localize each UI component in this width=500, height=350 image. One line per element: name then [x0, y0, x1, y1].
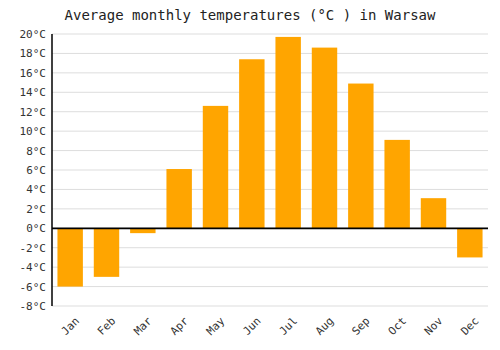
y-tick-label: 10°C: [20, 125, 47, 138]
grid-line: [52, 92, 488, 93]
grid-line: [52, 72, 488, 73]
grid-line: [52, 53, 488, 54]
bar: [166, 169, 191, 228]
y-tick-label: 4°C: [26, 183, 46, 196]
y-tick-label: 2°C: [26, 203, 46, 216]
chart: Average monthly temperatures (°C ) in Wa…: [0, 0, 500, 350]
bar: [275, 37, 300, 228]
title: Average monthly temperatures (°C ) in Wa…: [65, 7, 436, 23]
y-tick-label: -4°C: [20, 261, 47, 274]
x-tick-label: Jun: [240, 315, 263, 338]
y-tick-label: 6°C: [26, 164, 46, 177]
bar: [312, 48, 337, 229]
grid-line: [52, 170, 488, 171]
bar: [94, 228, 119, 277]
grid-line: [52, 111, 488, 112]
bars: [57, 37, 482, 287]
x-tick-label: Feb: [95, 315, 118, 338]
y-axis-line: [51, 34, 53, 306]
x-tick-label: Jul: [277, 315, 300, 338]
grid-line: [52, 150, 488, 151]
x-tick-label: Dec: [458, 315, 481, 338]
bar: [384, 140, 409, 228]
y-tick-label: 14°C: [20, 86, 47, 99]
y-tick-label: -6°C: [20, 281, 47, 294]
y-tick-label: 20°C: [20, 28, 47, 41]
grid-line: [52, 131, 488, 132]
x-tick-label: Sep: [349, 315, 372, 338]
x-tick-label: Nov: [422, 314, 446, 338]
grid-line: [52, 286, 488, 287]
y-tick-label: -2°C: [20, 242, 47, 255]
zero-line: [52, 227, 488, 229]
bar: [348, 84, 373, 229]
x-tick-label: Apr: [168, 314, 192, 338]
x-tick-label: Aug: [313, 315, 336, 338]
bar: [57, 228, 82, 286]
bar: [457, 228, 482, 257]
y-tick-label: 12°C: [20, 106, 47, 119]
bar: [421, 198, 446, 228]
y-tick-label: 8°C: [26, 145, 46, 158]
bar: [203, 106, 228, 228]
x-tick-label: May: [204, 314, 228, 338]
grid-line: [52, 228, 488, 229]
grid-line: [52, 34, 488, 35]
x-tick-label: Jan: [59, 315, 82, 338]
grid-line: [52, 189, 488, 190]
y-tick-label: 18°C: [20, 47, 47, 60]
y-tick-label: 16°C: [20, 67, 47, 80]
x-tick-label: Oct: [386, 315, 409, 338]
y-tick-label: 0°C: [26, 222, 46, 235]
y-tick-label: -8°C: [20, 300, 47, 313]
grid-line: [52, 306, 488, 307]
x-tick-label: Mar: [131, 314, 155, 338]
grid: [52, 34, 488, 306]
bar: [239, 59, 264, 228]
